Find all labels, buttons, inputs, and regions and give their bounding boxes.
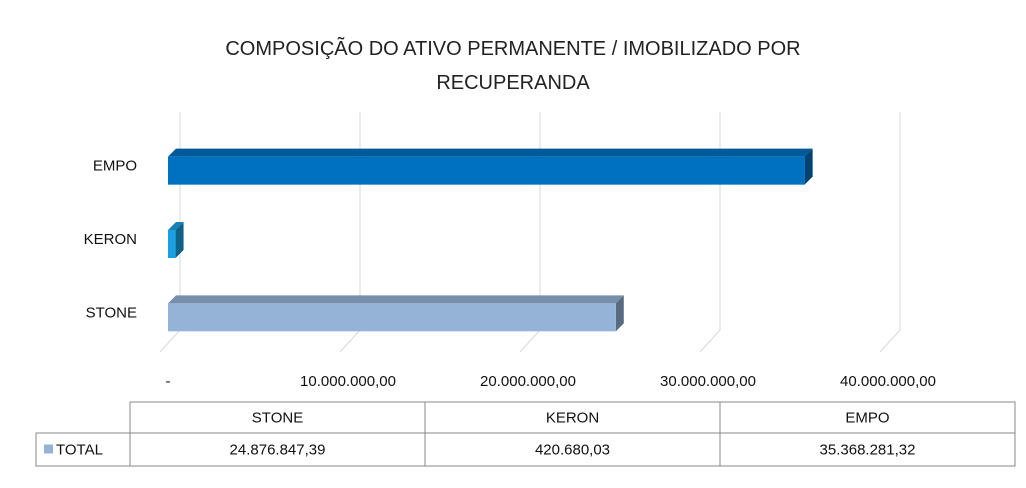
x-tick-label: 40.000.000,00: [840, 373, 936, 390]
value-label: 35.368.281,32: [820, 441, 916, 458]
legend-label: TOTAL: [56, 441, 103, 458]
bar-top: [168, 295, 624, 304]
value-label: 420.680,03: [535, 441, 610, 458]
bar: [168, 230, 176, 258]
y-tick-label: KERON: [84, 231, 137, 248]
bar-top: [168, 148, 813, 157]
table-row-border: [35, 432, 1016, 467]
bar-top: [168, 222, 184, 230]
x-tick-label: -: [166, 373, 171, 390]
bar: [168, 156, 805, 185]
grid-line: [879, 112, 901, 353]
y-tick-label: EMPO: [93, 158, 137, 175]
y-tick-label: STONE: [86, 304, 137, 321]
x-tick-label: 20.000.000,00: [480, 373, 576, 390]
table-header: EMPO: [845, 409, 889, 426]
table-header: STONE: [252, 409, 303, 426]
x-tick-label: 30.000.000,00: [660, 373, 756, 390]
x-tick-label: 10.000.000,00: [300, 373, 396, 390]
chart-title: COMPOSIÇÃO DO ATIVO PERMANENTE / IMOBILI…: [225, 38, 801, 94]
bar-side: [615, 295, 624, 332]
bar: [168, 303, 616, 332]
legend-swatch: [44, 444, 53, 454]
table-header: KERON: [546, 409, 599, 426]
value-label: 24.876.847,39: [230, 441, 326, 458]
grid-line: [699, 112, 721, 353]
bar-side: [804, 148, 813, 185]
bar-side: [175, 222, 184, 258]
